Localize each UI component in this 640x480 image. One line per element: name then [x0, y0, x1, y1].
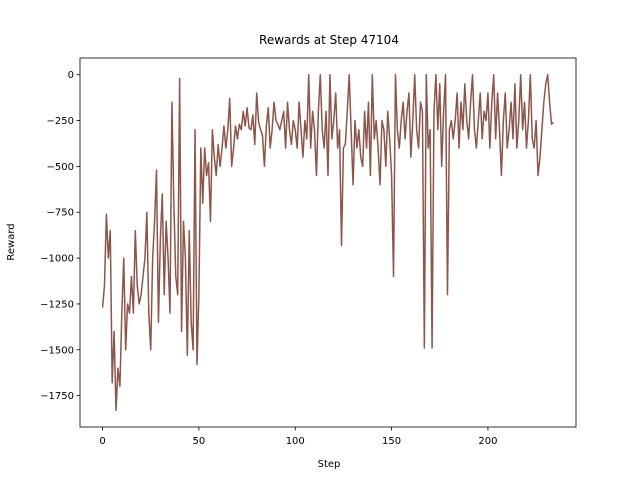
x-tick-label: 100 [286, 436, 305, 447]
y-axis-label: Reward [6, 223, 17, 260]
y-tick-label: −500 [47, 162, 74, 173]
y-tick-label: 0 [68, 70, 74, 81]
chart-title: Rewards at Step 47104 [259, 33, 399, 47]
x-tick-label: 50 [193, 436, 206, 447]
plot-area [101, 73, 554, 412]
axes-frame [79, 57, 577, 428]
y-tick-label: −250 [47, 116, 74, 127]
y-tick-label: −750 [47, 208, 74, 219]
x-tick-label: 0 [99, 436, 105, 447]
x-tick-label: 200 [478, 436, 497, 447]
x-axis-label: Step [318, 459, 341, 470]
data-line [101, 73, 554, 412]
y-tick-label: −1500 [40, 345, 74, 356]
x-tick-label: 150 [382, 436, 401, 447]
y-tick-label: −1250 [40, 299, 74, 310]
y-tick-label: −1000 [40, 254, 74, 265]
y-tick-label: −1750 [40, 391, 74, 402]
